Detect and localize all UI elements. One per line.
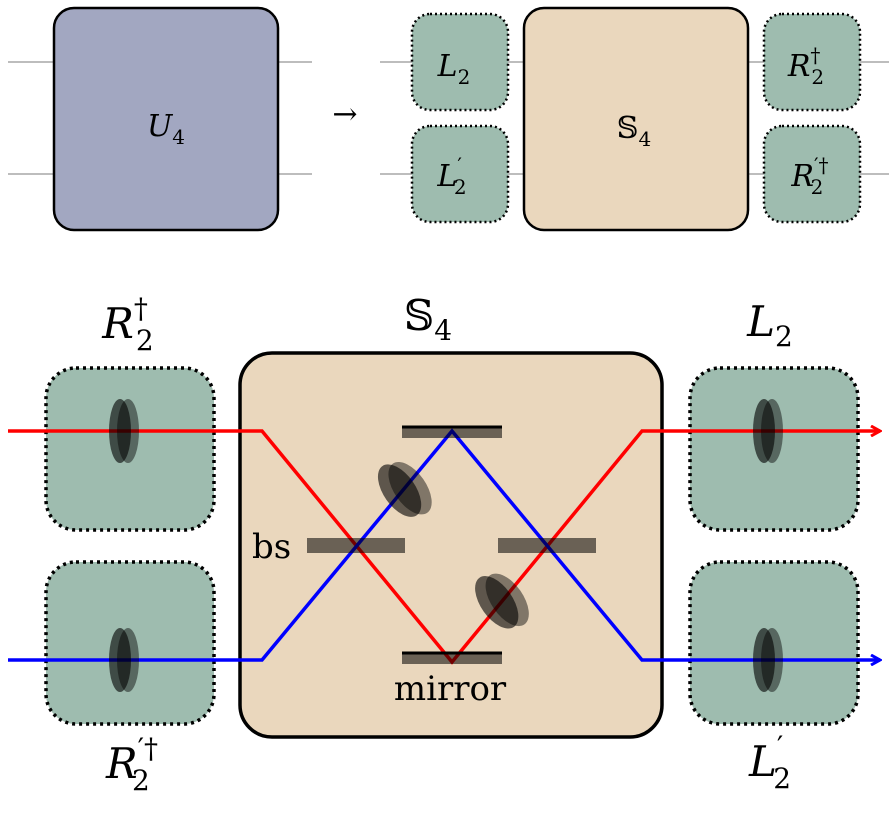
waveplate-r2-dagger [109,399,139,463]
r2-prime-dagger-label: R′† 2 [105,732,158,797]
r2-dagger-box-top [762,12,862,112]
l2-box-top [410,12,510,112]
beam-splitter-right [498,538,596,553]
beam-splitter-left [307,538,405,553]
waveplate-l2-prime [753,628,783,692]
optical-setup: bs mirror R† 2 𝕊4 L2 R′† 2 L′ 2 [8,291,880,797]
l2-label: L2 [746,297,793,353]
phase-shifter-top [377,461,432,517]
l2-prime-box [688,560,860,726]
unitary-u4-box [52,6,280,232]
mirror-top [402,427,502,438]
l2-label-top: L2 [437,49,471,89]
l2-prime-box-top [410,124,510,224]
phase-shifter-bottom [475,573,529,629]
r2-prime-dagger-box-top [762,124,862,224]
s4-label: 𝕊4 [404,291,452,347]
mirror-label: mirror [394,669,507,709]
l2-box [688,366,860,532]
top-equation: U4 → L2 L′ 2 𝕊4 R† 2 R′† 2 [8,6,889,232]
r2-dagger-label-top: R† 2 [787,43,824,89]
r2-prime-dagger-label-top: R′† 2 [790,153,828,199]
l2-prime-label: L′ 2 [748,730,791,795]
s4-box-top [522,6,750,232]
mirror-bottom [402,653,502,664]
arrow-icon: → [332,97,357,132]
r2-dagger-box [44,366,216,532]
waveplate-l2 [753,399,783,463]
r2-dagger-label: R† 2 [101,292,153,357]
r2-prime-dagger-box [44,560,216,726]
s4-box [238,351,664,739]
l2-prime-label-top: L′ 2 [436,153,466,199]
s4-label-top: 𝕊4 [617,111,651,151]
bs-label: bs [252,527,291,567]
u4-label: U4 [147,109,185,149]
waveplate-r2-prime-dagger [109,628,139,692]
